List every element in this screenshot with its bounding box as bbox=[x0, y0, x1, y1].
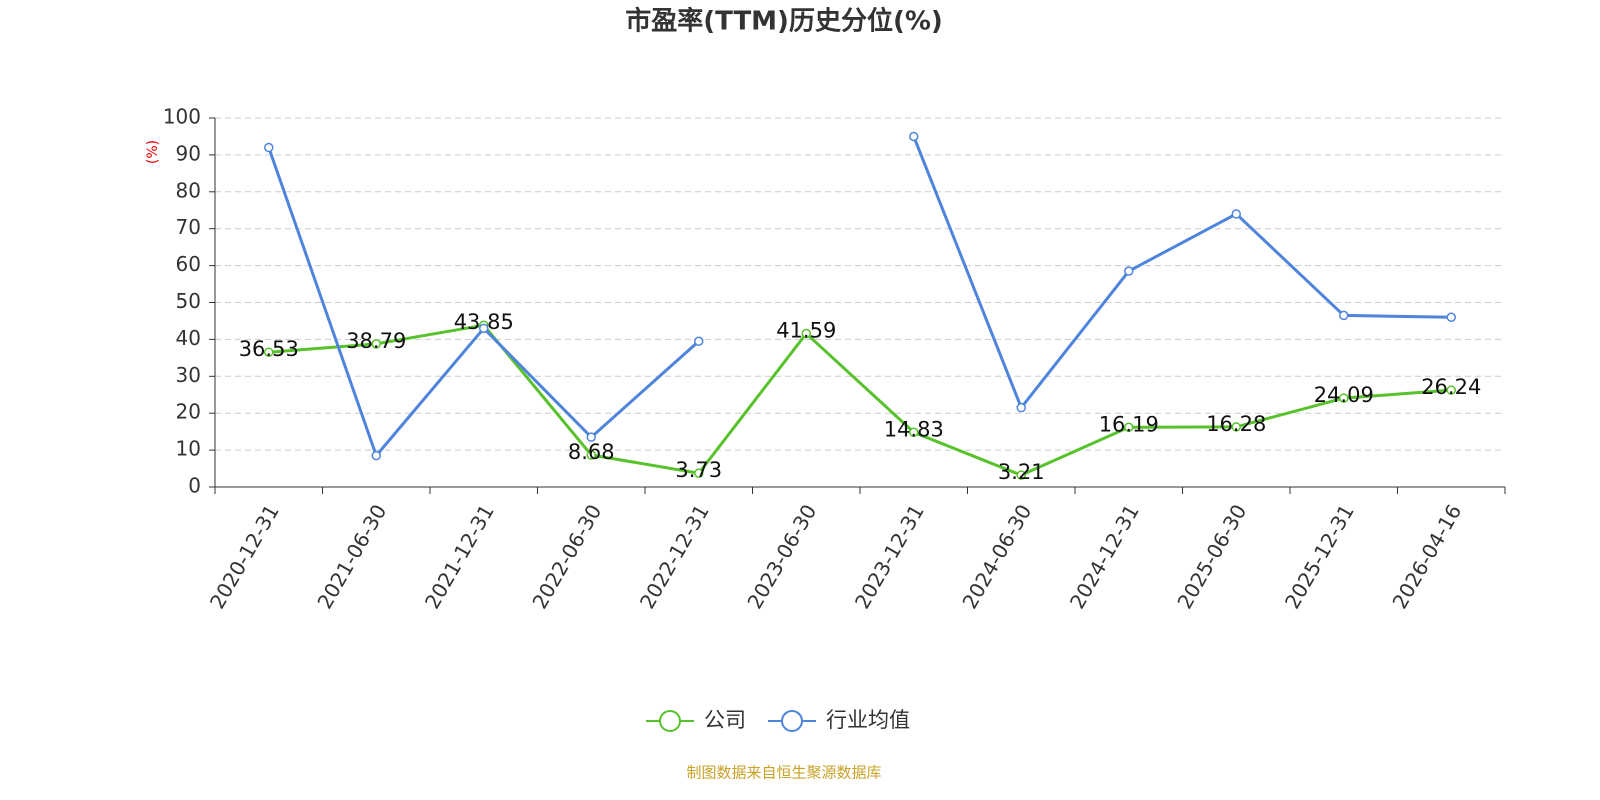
chart-title: 市盈率(TTM)历史分位(%) bbox=[625, 6, 943, 37]
point bbox=[694, 336, 704, 346]
y-tick-label: 90 bbox=[176, 141, 201, 165]
x-tick-label: 2023-12-31 bbox=[850, 500, 929, 613]
point bbox=[586, 432, 596, 442]
data-label: 3.73 bbox=[675, 458, 722, 482]
point bbox=[586, 450, 596, 460]
x-tick-label: 2021-12-31 bbox=[420, 500, 499, 613]
y-tick-label: 100 bbox=[163, 105, 201, 129]
data-label: 3.21 bbox=[998, 460, 1045, 484]
x-tick-label: 2024-12-31 bbox=[1065, 500, 1144, 613]
x-tick-label: 2021-06-30 bbox=[312, 500, 391, 613]
legend-label: 公司 bbox=[704, 708, 746, 732]
point bbox=[1124, 422, 1134, 433]
x-tick-label: 2022-12-31 bbox=[635, 500, 714, 613]
data-label: 16.28 bbox=[1206, 412, 1266, 436]
data-label: 36.53 bbox=[239, 337, 299, 361]
point bbox=[1016, 402, 1026, 413]
point bbox=[909, 427, 919, 438]
point bbox=[1231, 422, 1241, 432]
point bbox=[371, 339, 381, 349]
point bbox=[801, 328, 811, 339]
y-tick-label: 0 bbox=[188, 474, 201, 498]
source-note: 制图数据来自恒生聚源数据库 bbox=[686, 764, 881, 782]
series-line bbox=[268, 323, 1452, 477]
data-label: 24.09 bbox=[1314, 383, 1374, 407]
data-label: 8.68 bbox=[568, 440, 615, 464]
y-tick-label: 10 bbox=[176, 437, 201, 461]
y-tick-label: 50 bbox=[176, 289, 201, 313]
data-label: 16.19 bbox=[1099, 412, 1159, 436]
y-tick-label: 80 bbox=[176, 178, 201, 202]
point bbox=[1339, 393, 1349, 403]
legend-marker bbox=[781, 710, 803, 732]
x-tick-label: 2023-06-30 bbox=[742, 500, 821, 613]
x-tick-label: 2026-04-16 bbox=[1387, 500, 1466, 613]
x-tick-label: 2020-12-31 bbox=[205, 500, 284, 613]
y-tick-label: 60 bbox=[176, 252, 201, 276]
point bbox=[1446, 385, 1456, 395]
x-tick-label: 2022-06-30 bbox=[527, 500, 606, 613]
point bbox=[909, 131, 919, 142]
y-tick-label: 30 bbox=[176, 363, 201, 387]
legend-marker bbox=[659, 710, 681, 732]
point bbox=[1231, 209, 1241, 219]
data-label: 26.24 bbox=[1421, 375, 1481, 399]
x-tick-label: 2025-12-31 bbox=[1280, 500, 1359, 613]
y-tick-label: 70 bbox=[176, 215, 201, 239]
x-tick-label: 2025-06-30 bbox=[1172, 500, 1251, 613]
point bbox=[371, 450, 381, 461]
series-line bbox=[267, 135, 1452, 459]
point bbox=[264, 142, 274, 153]
point bbox=[694, 468, 704, 478]
point bbox=[1016, 470, 1026, 480]
legend-label: 行业均值 bbox=[826, 708, 910, 732]
y-tick-label: 40 bbox=[176, 326, 201, 350]
point bbox=[479, 323, 489, 334]
y-axis-label: (%) bbox=[145, 140, 161, 164]
y-tick-label: 20 bbox=[176, 400, 201, 424]
data-label: 41.59 bbox=[776, 319, 836, 343]
x-tick-label: 2024-06-30 bbox=[957, 500, 1036, 613]
point bbox=[264, 347, 274, 357]
data-label: 38.79 bbox=[346, 329, 406, 353]
data-label: 14.83 bbox=[884, 417, 944, 441]
point bbox=[1124, 266, 1134, 276]
point bbox=[1446, 312, 1456, 323]
point bbox=[1339, 310, 1349, 321]
